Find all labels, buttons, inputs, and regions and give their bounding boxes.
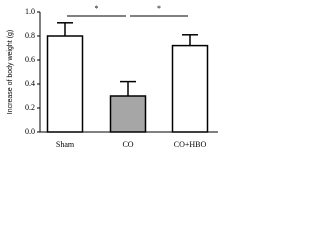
- bar: [171, 44, 209, 133]
- significance-label: *: [95, 4, 99, 13]
- bar: [46, 35, 84, 133]
- y-tick-label: 0.0: [25, 127, 35, 136]
- x-tick-label: CO+HBO: [174, 140, 207, 149]
- y-tick-label: 0.2: [25, 103, 35, 112]
- x-tick-label: Sham: [56, 140, 75, 149]
- significance-label: *: [157, 4, 161, 13]
- y-tick-label: 0.6: [25, 55, 35, 64]
- y-axis-label: Increase of body weight (g): [7, 30, 14, 114]
- x-tick-label: CO: [122, 140, 133, 149]
- bar: [109, 95, 147, 133]
- y-tick-label: 1.0: [25, 7, 35, 16]
- y-tick-label: 0.4: [25, 79, 35, 88]
- y-tick-label: 0.8: [25, 31, 35, 40]
- chart: Increase of body weight (g) 0.0 0.2 0.4 0.6…: [7, 4, 218, 149]
